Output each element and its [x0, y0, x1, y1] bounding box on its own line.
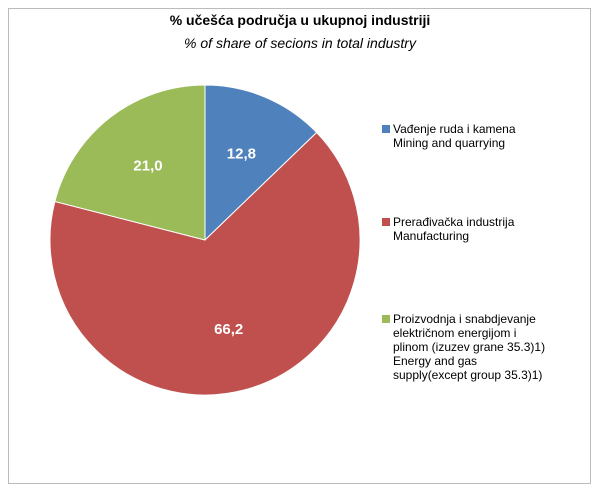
data-label: 12,8	[227, 145, 256, 162]
chart-title: % učešća područja u ukupnoj industriji	[170, 12, 431, 28]
chart-subtitle: % of share of secions in total industry	[184, 35, 417, 51]
legend-swatch	[382, 125, 390, 133]
legend-swatch	[382, 315, 390, 323]
legend-label: Proizvodnja i snabdjevanje električnom e…	[393, 312, 546, 382]
legend-label: Vađenje ruda i kamena Mining and quarryi…	[393, 122, 516, 150]
pie-slice	[54, 84, 206, 241]
pie-slice	[49, 131, 361, 396]
legend-swatch	[382, 218, 390, 226]
legend-label: Prerađivačka industrija Manufacturing	[393, 215, 515, 243]
data-label: 66,2	[214, 321, 243, 338]
pie-slice	[204, 84, 318, 242]
data-label: 21,0	[133, 157, 162, 174]
